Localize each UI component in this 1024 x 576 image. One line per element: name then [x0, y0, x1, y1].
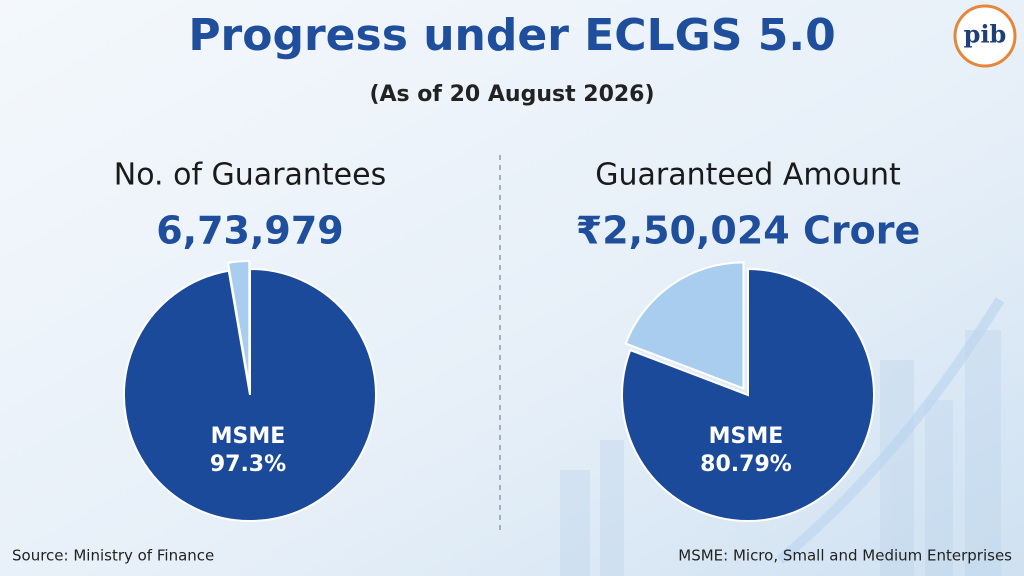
logo-badge [953, 4, 1017, 68]
slice-label: MSME [211, 424, 286, 449]
panel-title: Guaranteed Amount [595, 158, 901, 193]
source: Source: Ministry of Finance [12, 547, 214, 565]
pie-slice [624, 261, 745, 390]
logo: pib [964, 20, 1007, 49]
pie-slice [123, 267, 377, 522]
panel-value: 6,73,979 [156, 209, 344, 253]
footnote: MSME: Micro, Small and Medium Enterprise… [678, 547, 1012, 565]
slice-label: MSME [709, 424, 784, 449]
pie-slice [621, 267, 875, 522]
subtitle: (As of 20 August 2026) [369, 82, 654, 107]
slice-value: 97.3% [210, 452, 286, 477]
trend-arrow [776, 297, 1005, 564]
panel-value: ₹2,50,024 Crore [576, 209, 920, 253]
title: Progress under ECLGS 5.0 [188, 10, 835, 61]
pie-slice [226, 260, 251, 388]
panel-title: No. of Guarantees [114, 158, 386, 193]
city-backdrop [560, 330, 1001, 576]
slice-value: 80.79% [700, 452, 792, 477]
